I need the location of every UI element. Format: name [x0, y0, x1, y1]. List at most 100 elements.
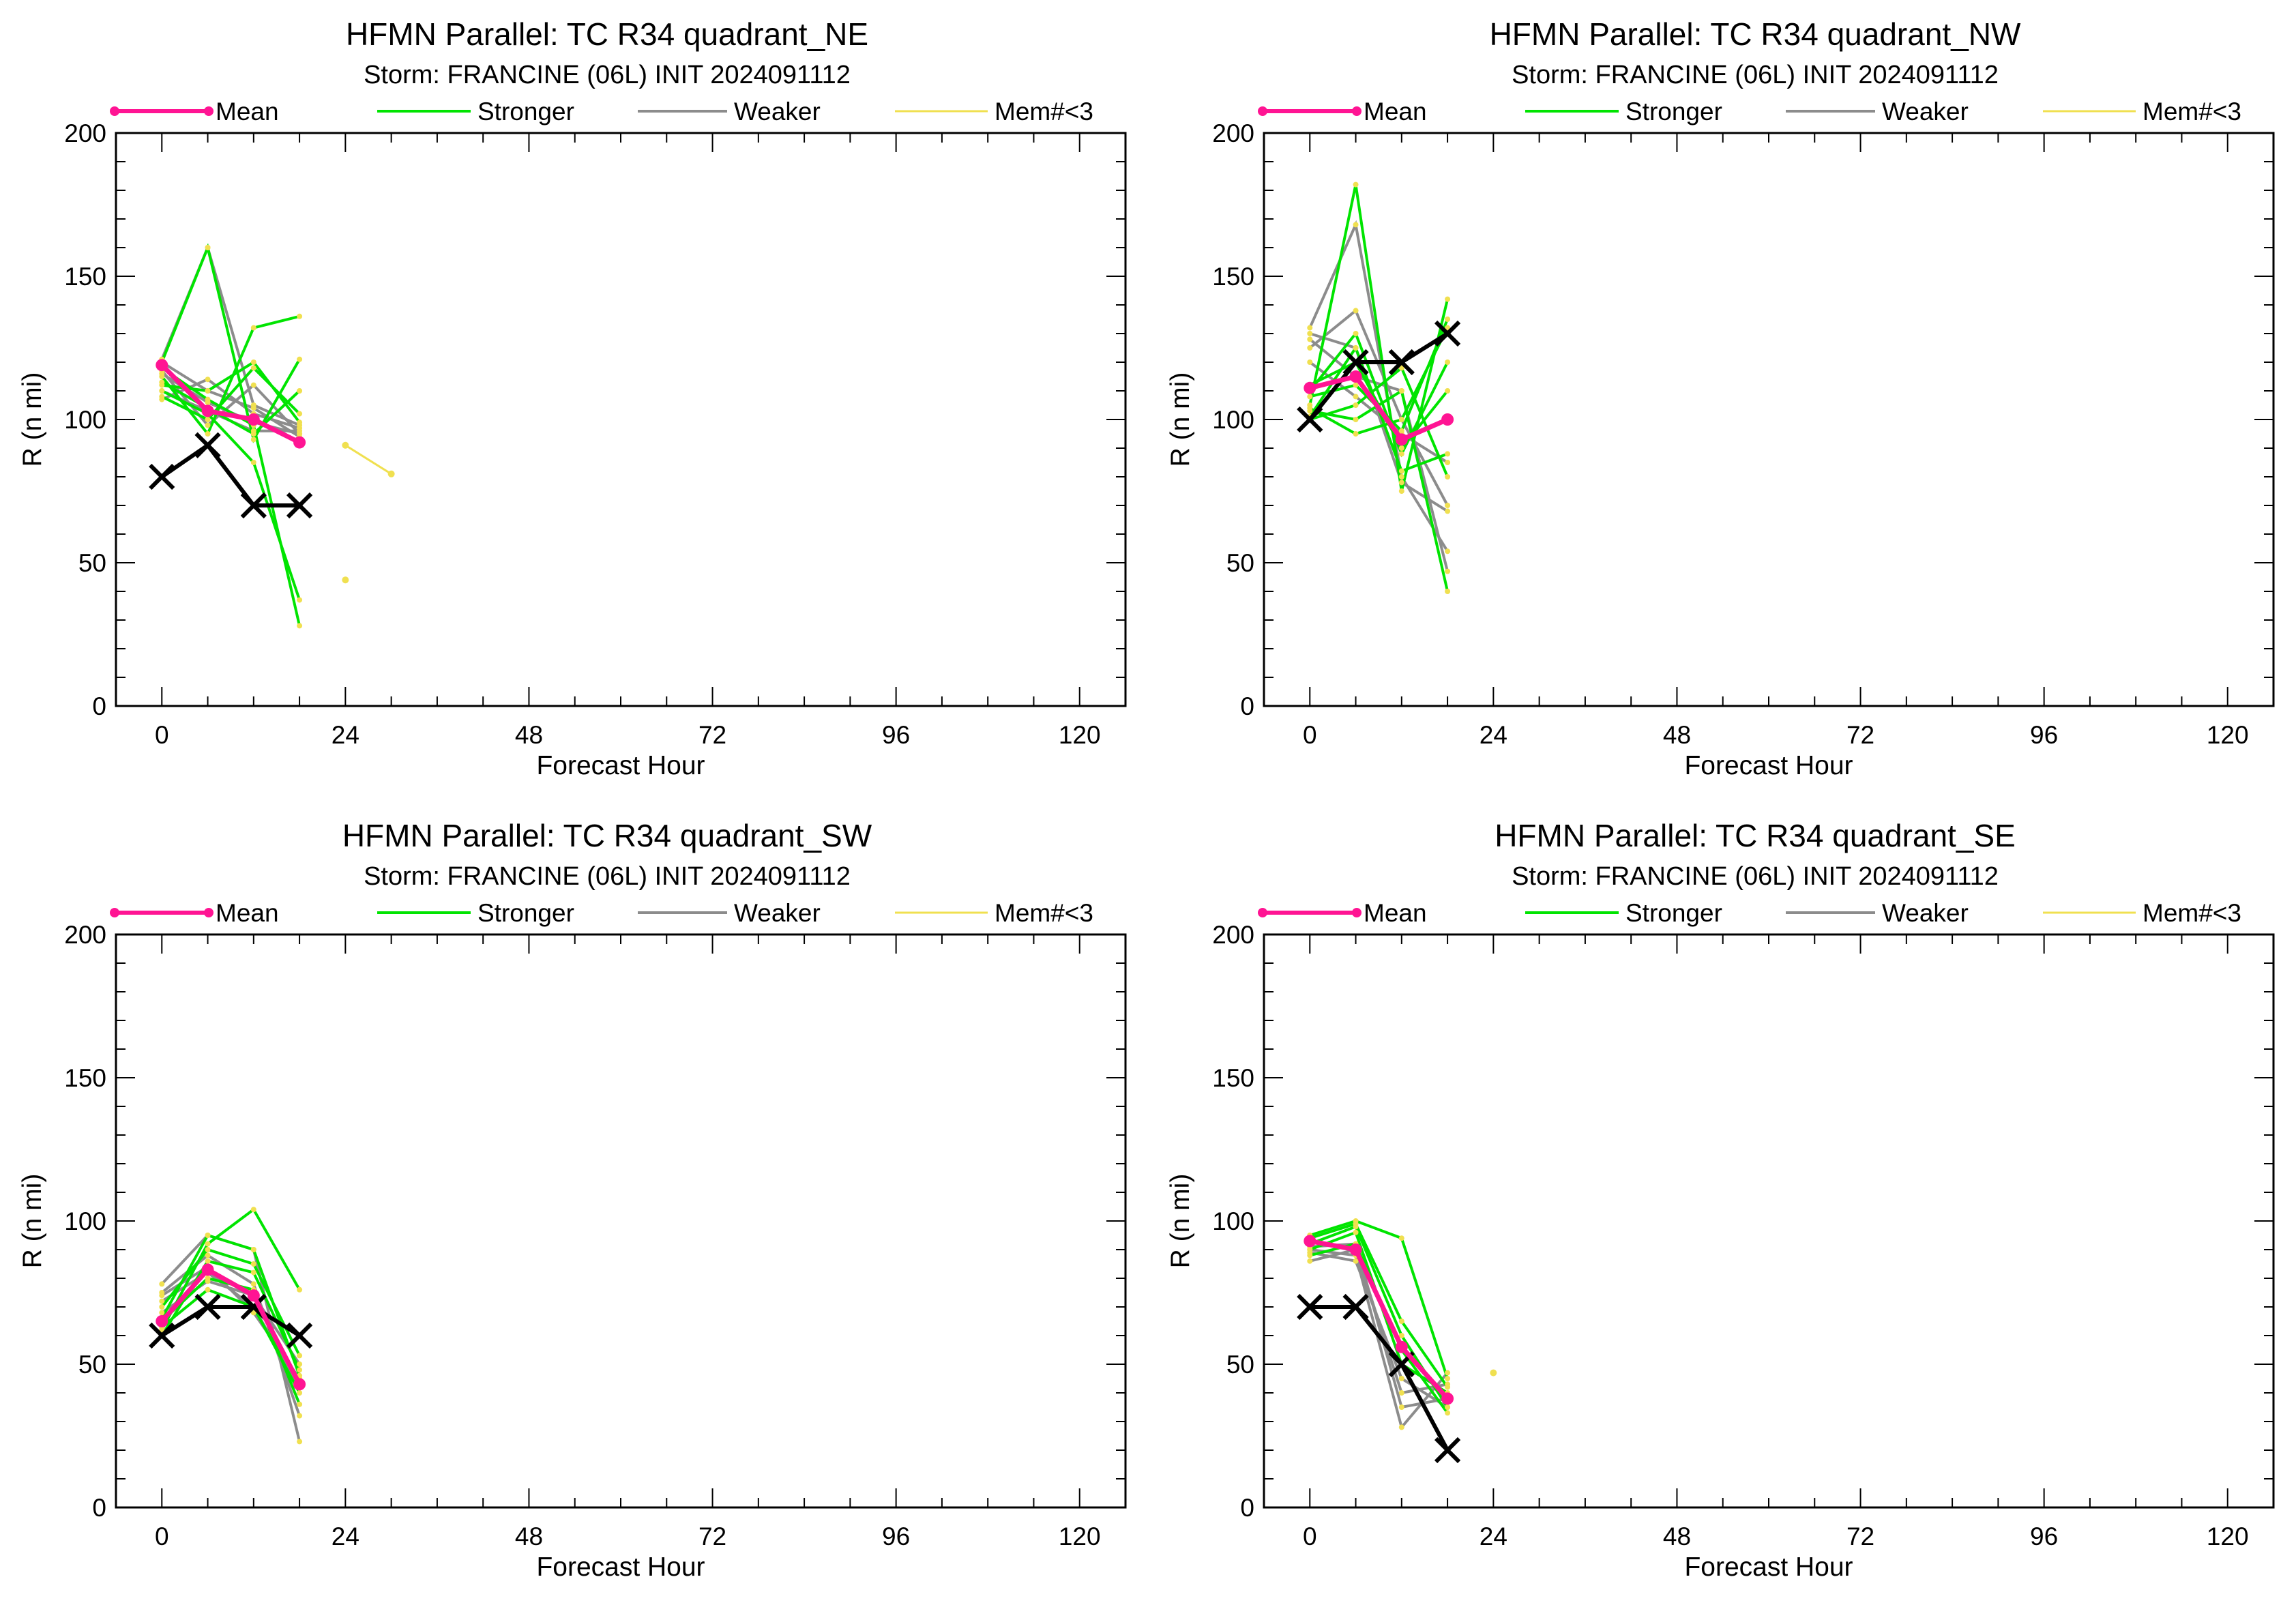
- stronger-member-line: [1309, 1219, 1449, 1379]
- member-point: [205, 1247, 211, 1252]
- member-point: [297, 411, 303, 417]
- legend-mean-marker: [204, 908, 214, 917]
- weaker-member-line: [1310, 1248, 1449, 1430]
- y-tick-label: 200: [1212, 921, 1254, 949]
- chart-subtitle: Storm: FRANCINE (06L) INIT 2024091112: [364, 862, 851, 891]
- legend-few-members-label: Mem#<3: [995, 98, 1093, 126]
- x-tick-label: 48: [1663, 1522, 1691, 1550]
- member-point: [250, 405, 256, 411]
- legend-weaker-label: Weaker: [734, 98, 821, 126]
- mean-point: [1304, 381, 1316, 394]
- best-track-marker: [286, 492, 313, 519]
- x-tick-label: 0: [1303, 1522, 1317, 1550]
- stronger-member-line: [161, 366, 301, 626]
- member-point: [205, 1276, 211, 1281]
- member-point: [1353, 1221, 1359, 1227]
- member-point: [1307, 405, 1313, 411]
- member-point: [297, 313, 303, 319]
- member-point: [1307, 336, 1313, 342]
- legend-stronger-label: Stronger: [1625, 98, 1722, 126]
- member-point: [1445, 508, 1451, 514]
- x-tick-label: 72: [698, 1522, 726, 1550]
- stronger-member-line: [1308, 184, 1449, 492]
- stronger-member-line: [161, 389, 301, 601]
- x-tick-label: 72: [1846, 1522, 1874, 1550]
- member-point: [297, 597, 303, 603]
- y-tick-label: 100: [64, 406, 106, 434]
- mean-point: [1349, 1243, 1362, 1256]
- legend-mean-marker: [1352, 106, 1362, 116]
- best-track-marker: [240, 492, 267, 519]
- member-point: [205, 1241, 211, 1247]
- x-axis-label: Forecast Hour: [536, 751, 705, 780]
- member-point: [1353, 331, 1359, 336]
- member-point: [250, 382, 256, 388]
- legend-stronger-label: Stronger: [1625, 899, 1722, 927]
- member-point: [250, 1247, 256, 1252]
- x-tick-label: 0: [155, 721, 169, 749]
- x-tick-label: 96: [882, 721, 910, 749]
- member-point: [1445, 568, 1451, 574]
- x-tick-label: 48: [515, 1522, 543, 1550]
- chart-subtitle: Storm: FRANCINE (06L) INIT 2024091112: [1512, 61, 1999, 89]
- member-point: [205, 1252, 211, 1258]
- member-point: [1398, 1333, 1404, 1338]
- stronger-member-line: [1309, 1222, 1449, 1388]
- mean-point: [247, 413, 260, 426]
- member-point: [1353, 1229, 1359, 1235]
- stronger-member-line: [161, 366, 301, 422]
- y-tick-label: 150: [64, 1064, 106, 1092]
- member-point: [205, 417, 211, 422]
- stronger-member-line: [160, 1233, 301, 1376]
- mean-point: [1304, 1235, 1316, 1248]
- x-axis-label: Forecast Hour: [1684, 1552, 1853, 1582]
- chart-title: HFMN Parallel: TC R34 quadrant_SE: [1495, 818, 2016, 853]
- weaker-member-line: [161, 361, 301, 438]
- legend-mean-label: Mean: [216, 98, 279, 126]
- mean-point: [293, 436, 306, 449]
- member-point: [205, 245, 211, 250]
- y-tick-label: 100: [1212, 1207, 1254, 1235]
- legend-stronger-label: Stronger: [477, 98, 574, 126]
- member-point: [297, 1353, 303, 1359]
- y-tick-label: 100: [1212, 406, 1254, 434]
- member-point: [159, 394, 165, 400]
- stronger-member-line: [160, 1207, 301, 1331]
- member-point: [250, 359, 256, 365]
- legend-weaker-label: Weaker: [1882, 98, 1969, 126]
- member-point: [159, 388, 165, 394]
- member-point: [1398, 468, 1404, 474]
- mean-point: [201, 1263, 214, 1276]
- y-tick-label: 50: [1226, 549, 1254, 577]
- legend-mean-marker: [110, 106, 119, 116]
- member-point: [297, 1401, 303, 1407]
- member-point: [250, 325, 256, 331]
- x-axis-label: Forecast Hour: [1684, 751, 1853, 780]
- member-point: [159, 1281, 165, 1287]
- stronger-member-line: [160, 243, 301, 443]
- mean-line: [1309, 374, 1449, 443]
- member-point: [1445, 1384, 1451, 1390]
- chart-panel-3: HFMN Parallel: TC R34 quadrant_SW Storm: …: [18, 818, 1127, 1582]
- member-point: [1353, 417, 1359, 422]
- member-point: [250, 365, 256, 371]
- member-point: [1307, 345, 1313, 351]
- member-point: [1307, 331, 1313, 336]
- member-point: [1398, 474, 1404, 480]
- mean-line: [1309, 1238, 1449, 1400]
- member-point: [1307, 1258, 1313, 1264]
- member-point: [1445, 1370, 1451, 1376]
- member-point: [1398, 1404, 1404, 1410]
- member-point: [250, 1281, 256, 1287]
- member-point: [159, 1304, 165, 1310]
- stronger-member-line: [1308, 331, 1449, 458]
- member-point: [1353, 402, 1359, 408]
- mean-line: [160, 363, 301, 445]
- member-point: [250, 431, 256, 437]
- x-tick-label: 120: [1059, 1522, 1101, 1550]
- weaker-member-line: [1309, 1251, 1449, 1409]
- x-tick-label: 72: [698, 721, 726, 749]
- member-point: [297, 623, 303, 629]
- x-tick-label: 0: [155, 1522, 169, 1550]
- legend-stronger-label: Stronger: [477, 899, 574, 927]
